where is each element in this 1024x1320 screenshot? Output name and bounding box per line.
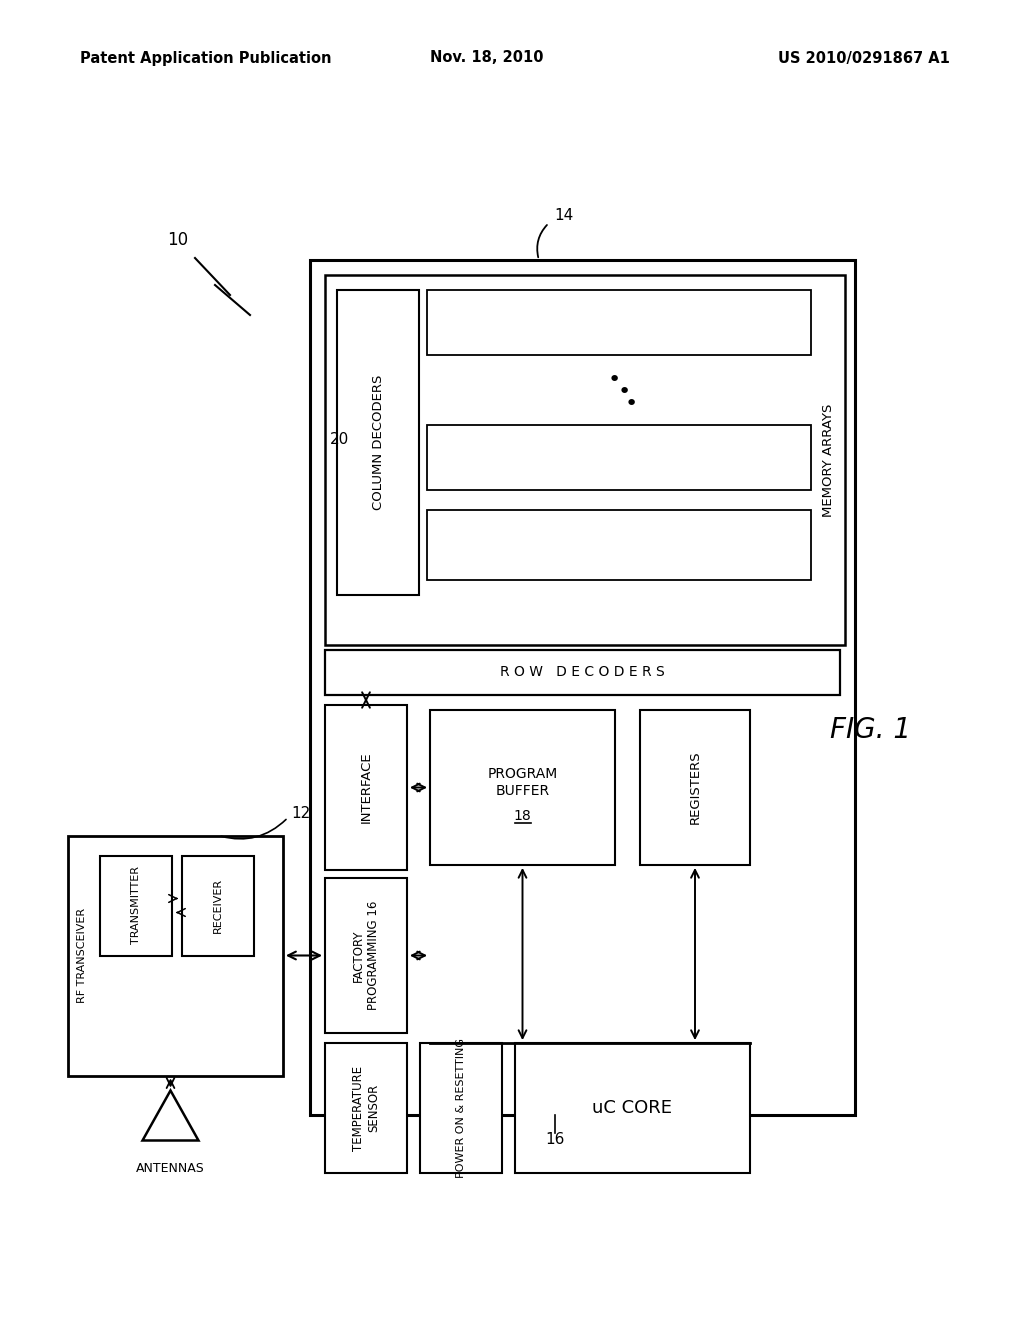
Text: •: • [617,381,631,403]
Text: REGISTERS: REGISTERS [688,751,701,824]
Bar [427,425,811,490]
Text: R O W   D E C O D E R S: R O W D E C O D E R S [500,665,665,680]
Bar [325,275,845,645]
Text: FACTORY
PROGRAMMING 16: FACTORY PROGRAMMING 16 [352,900,380,1010]
Bar [68,836,283,1076]
Text: uC CORE: uC CORE [593,1100,673,1117]
Bar [325,1043,407,1173]
Bar [427,510,811,579]
Text: RECEIVER: RECEIVER [213,878,223,933]
Text: 18: 18 [514,808,531,822]
Text: TRANSMITTER: TRANSMITTER [131,866,141,945]
Text: 14: 14 [554,207,573,223]
Text: TEMPERATURE
SENSOR: TEMPERATURE SENSOR [352,1065,380,1151]
Text: •: • [607,370,621,389]
Text: POWER ON & RESETTING: POWER ON & RESETTING [456,1038,466,1177]
Text: RF TRANSCEIVER: RF TRANSCEIVER [77,908,87,1003]
Bar [182,855,254,956]
Bar [325,649,840,696]
Bar [420,1043,502,1173]
Text: ANTENNAS: ANTENNAS [136,1162,205,1175]
Text: US 2010/0291867 A1: US 2010/0291867 A1 [778,50,950,66]
Text: PROGRAM
BUFFER: PROGRAM BUFFER [487,767,558,797]
Text: 10: 10 [168,231,188,249]
Bar [640,710,750,865]
Bar [337,290,419,595]
Text: Patent Application Publication: Patent Application Publication [80,50,332,66]
Text: 20: 20 [330,433,349,447]
Text: INTERFACE: INTERFACE [359,751,373,824]
Bar [100,855,172,956]
Bar [427,290,811,355]
Text: 12: 12 [291,807,310,821]
Bar [515,1043,750,1173]
Text: COLUMN DECODERS: COLUMN DECODERS [372,375,384,511]
Bar [325,705,407,870]
Text: Nov. 18, 2010: Nov. 18, 2010 [430,50,544,66]
Bar [430,710,615,865]
Text: 16: 16 [546,1133,564,1147]
Text: •: • [625,393,638,414]
Polygon shape [142,1090,199,1140]
Bar [325,878,407,1034]
Bar [310,260,855,1115]
Text: FIG. 1: FIG. 1 [829,715,910,744]
Text: MEMORY ARRAYS: MEMORY ARRAYS [822,404,836,516]
